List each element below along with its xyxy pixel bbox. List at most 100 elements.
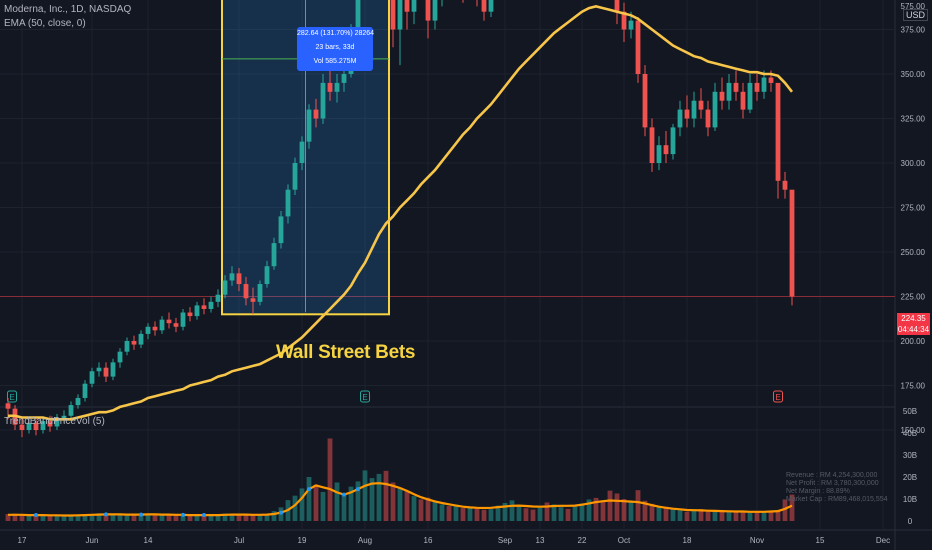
candle-body (712, 91, 718, 128)
candle-body (299, 141, 305, 163)
candle-body (740, 91, 746, 110)
volume-bar (201, 515, 207, 521)
price-top-label: 575.00 (901, 2, 926, 11)
volume-bar (446, 506, 452, 521)
candle-body (33, 422, 39, 430)
candle-body (124, 341, 130, 352)
bar-countdown: 04:44:34 (897, 325, 930, 334)
last-price-tag: 224.35 04:44:34 (897, 313, 930, 335)
volume-bar (26, 515, 32, 521)
volume-bar (712, 511, 718, 521)
candle-body (726, 82, 732, 101)
volume-bar (383, 470, 389, 521)
volume-bar (215, 514, 221, 521)
volume-bar (362, 470, 368, 521)
candle-body (54, 419, 60, 427)
price-tick-label: 225.00 (901, 293, 926, 302)
candle-body (159, 319, 165, 331)
volume-signal-dot (104, 512, 108, 517)
candle-body (47, 421, 53, 427)
volume-bar (397, 487, 403, 521)
candle-body (649, 127, 655, 163)
volume-bar (124, 514, 130, 521)
candle-body (201, 305, 207, 309)
candle-body (166, 319, 172, 324)
volume-bar (61, 516, 67, 521)
candle-body (89, 371, 95, 384)
ema-legend[interactable]: EMA (50, close, 0) (4, 18, 86, 29)
candle-body (138, 333, 144, 345)
earnings-marker: E (360, 390, 370, 403)
volume-signal-dot (139, 512, 143, 517)
volume-bar (677, 510, 683, 521)
candle-body (236, 273, 242, 285)
symbol-legend[interactable]: Moderna, Inc., 1D, NASDAQ (4, 4, 132, 15)
time-tick-label: 19 (298, 536, 307, 545)
tooltip-change: 282.64 (131.70%) 28264 (297, 30, 375, 37)
candle-body (621, 11, 627, 30)
volume-bar (593, 497, 599, 521)
candle-body (488, 0, 494, 12)
price-tick-label: 375.00 (901, 26, 926, 35)
volume-signal-dot (356, 487, 360, 492)
volume-bar (418, 499, 424, 521)
volume-bar (467, 506, 473, 521)
candle-body (264, 266, 270, 285)
volume-bar (19, 515, 25, 521)
candle-body (82, 383, 88, 398)
volume-bar (740, 511, 746, 521)
volume-signal-dot (342, 492, 346, 497)
volume-bar (68, 515, 74, 521)
volume-bar (474, 508, 480, 521)
candle-body (628, 20, 634, 30)
candle-body (215, 294, 221, 302)
earnings-marker-box (7, 390, 17, 403)
volume-bar (390, 482, 396, 521)
volume-bar (768, 511, 774, 521)
volume-average-line (8, 482, 793, 517)
volume-bar (313, 484, 319, 521)
volume-legend[interactable]: TrendBandPriceVol (5) (4, 416, 105, 427)
price-tick-label: 325.00 (901, 115, 926, 124)
candle-body (775, 82, 781, 181)
volume-bar (698, 509, 704, 521)
candle-body (719, 91, 725, 101)
tooltip-bars: 23 bars, 33d (315, 44, 355, 51)
volume-signal-dot (202, 513, 206, 518)
volume-bar (460, 508, 466, 521)
candle-body (194, 305, 200, 317)
candle-body (425, 0, 431, 21)
time-tick-label: Sep (498, 536, 513, 545)
time-tick-label: 13 (536, 536, 545, 545)
volume-bar (355, 481, 361, 521)
volume-bar (47, 516, 53, 521)
volume-bar (544, 502, 550, 521)
volume-bar (327, 438, 333, 521)
candle-body (61, 415, 67, 420)
candle-body (271, 243, 277, 267)
volume-bar (726, 511, 732, 521)
time-tick-label: Aug (358, 536, 372, 545)
price-tick-label: 250.00 (901, 248, 926, 257)
candle-body (390, 0, 396, 30)
candle-body (761, 77, 767, 92)
candle-body (327, 82, 333, 92)
time-tick-label: Jun (86, 536, 99, 545)
time-tick-label: 22 (578, 536, 587, 545)
candle-body (68, 405, 74, 416)
candle-body (257, 284, 263, 302)
candle-body (208, 301, 214, 309)
currency-badge[interactable]: USD (903, 9, 929, 21)
candles[interactable] (5, 0, 795, 438)
candle-body (180, 312, 186, 327)
price-tick-label: 300.00 (901, 159, 926, 168)
volume-bar (159, 514, 165, 521)
volume-bar (705, 511, 711, 521)
time-tick-label: 15 (816, 536, 825, 545)
earnings-marker-label: E (362, 393, 367, 402)
volume-bar (635, 490, 641, 521)
candle-body (677, 109, 683, 128)
volume-bar (754, 511, 760, 521)
